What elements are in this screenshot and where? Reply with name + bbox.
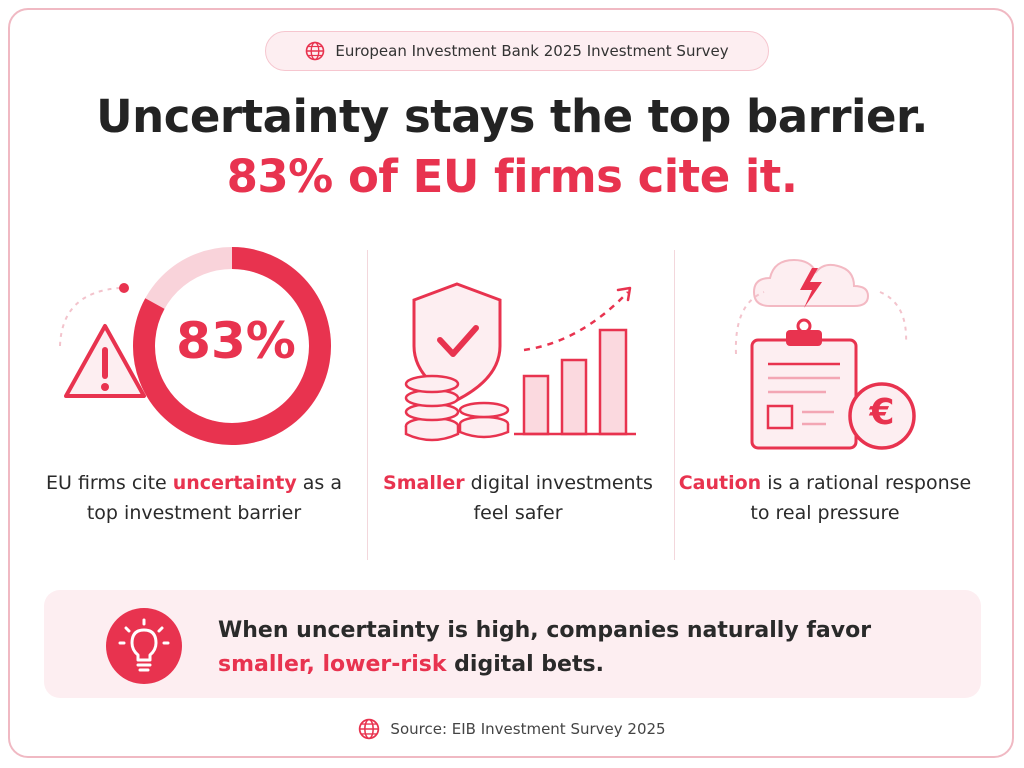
- divider-2: [674, 250, 675, 560]
- column-1-text-post: as a top investment barrier: [86, 472, 342, 524]
- takeaway-banner: [44, 590, 981, 698]
- shield-coins-bar-chart-icon: [404, 282, 636, 442]
- source-text: Source: EIB Investment Survey 2025: [390, 720, 666, 738]
- column-3-text-post: is a rational response to real pressure: [750, 472, 972, 524]
- survey-pill: European Investment Bank 2025 Investment…: [265, 31, 769, 71]
- headline: Uncertainty stays the top barrier.: [96, 90, 928, 143]
- takeaway-text: When uncertainty is high, companies natu…: [218, 614, 958, 682]
- source-line: Source: EIB Investment Survey 2025: [0, 718, 1024, 740]
- column-2-text: Smaller digital investments feel safer: [368, 468, 668, 528]
- survey-pill-label: European Investment Bank 2025 Investment…: [335, 42, 729, 60]
- lightbulb-icon: [118, 618, 170, 672]
- clipboard-euro-storm-icon: [734, 258, 916, 450]
- globe-icon: [306, 41, 325, 61]
- donut-arc-value: [133, 247, 331, 445]
- column-2-highlight: Smaller: [383, 472, 465, 494]
- donut-stat-label: 83%: [176, 312, 296, 370]
- column-1-highlight: uncertainty: [172, 472, 297, 494]
- globe-icon: [359, 718, 380, 740]
- divider-1: [367, 250, 368, 560]
- column-1-text: EU firms cite uncertainty as a top inves…: [44, 468, 344, 528]
- euro-symbol: €: [869, 392, 895, 433]
- takeaway-text-post: digital bets.: [446, 652, 604, 677]
- warning-triangle-icon: [64, 324, 146, 398]
- column-3-highlight: Caution: [678, 472, 762, 494]
- decorative-dashed-arc: [59, 283, 129, 347]
- donut-chart: [133, 247, 331, 445]
- takeaway-text-pre: When uncertainty is high, companies natu…: [218, 618, 872, 643]
- column-3-text: Caution is a rational response to real p…: [675, 468, 975, 528]
- column-1-text-pre: EU firms cite: [46, 472, 173, 494]
- takeaway-highlight: smaller, lower-risk: [218, 652, 447, 677]
- column-2-text-post: digital investments feel safer: [464, 472, 653, 524]
- headline-stat: 83% of EU firms cite it.: [226, 150, 798, 203]
